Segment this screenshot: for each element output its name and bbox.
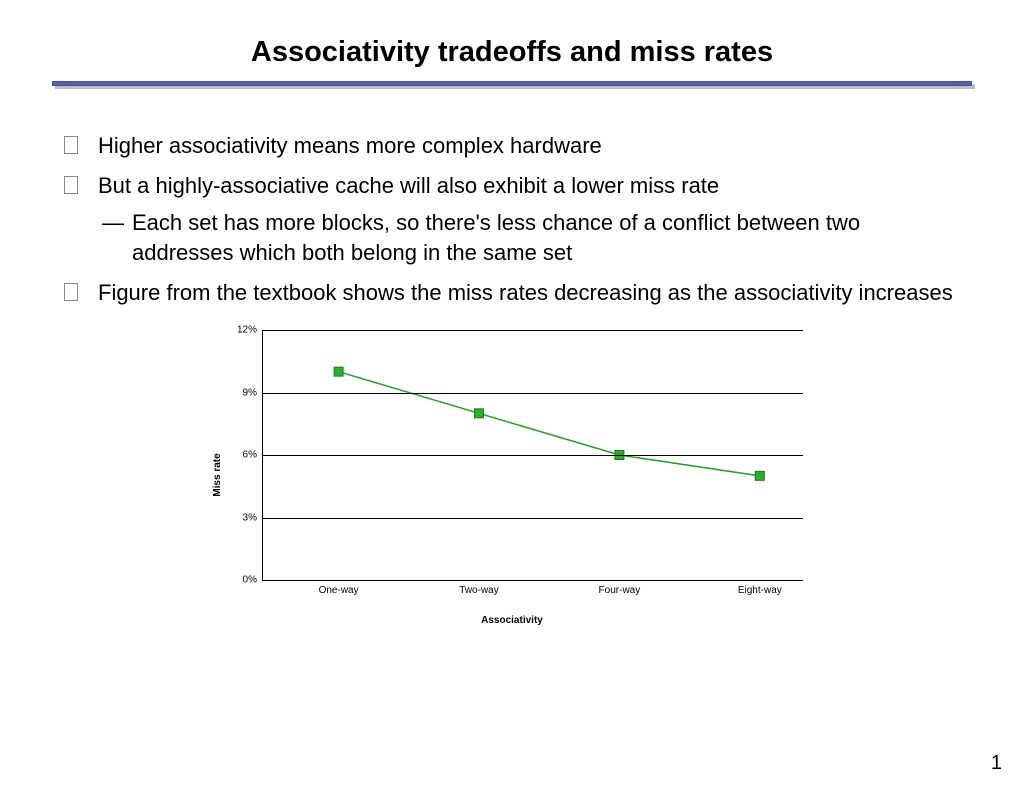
series-line [339,372,760,476]
bullet-item: But a highly-associative cache will also… [58,171,966,268]
series-marker [334,368,343,377]
gridline [263,330,803,331]
slide: Associativity tradeoffs and miss rates H… [0,0,1024,791]
sub-bullet-text: Each set has more blocks, so there's les… [132,210,860,265]
x-tick-label: Four-way [599,580,641,598]
bullet-text: But a highly-associative cache will also… [98,173,719,198]
y-tick-label: 3% [243,511,263,525]
series-marker [755,472,764,481]
gridline [263,518,803,519]
y-tick-label: 9% [243,386,263,400]
sub-bullet-item: Each set has more blocks, so there's les… [98,208,966,267]
bullet-item: Figure from the textbook shows the miss … [58,278,966,308]
series-marker [475,409,484,418]
gridline [263,393,803,394]
title-rule [52,81,972,91]
y-tick-label: 12% [237,324,263,338]
x-tick-label: Two-way [459,580,498,598]
slide-body: Higher associativity means more complex … [58,131,966,625]
y-tick-label: 6% [243,449,263,463]
y-axis-title: Miss rate [211,454,225,497]
miss-rate-chart: Miss rate 0%3%6%9%12%One-wayTwo-wayFour-… [202,325,822,625]
x-tick-label: One-way [319,580,359,598]
gridline [263,455,803,456]
bullet-item: Higher associativity means more complex … [58,131,966,161]
plot-area: 0%3%6%9%12%One-wayTwo-wayFour-wayEight-w… [262,330,803,581]
page-number: 1 [991,752,1002,775]
slide-title: Associativity tradeoffs and miss rates [0,0,1024,81]
bullet-text: Figure from the textbook shows the miss … [98,280,953,305]
x-tick-label: Eight-way [738,580,782,598]
y-tick-label: 0% [243,574,263,588]
x-axis-title: Associativity [202,614,822,628]
bullet-text: Higher associativity means more complex … [98,133,602,158]
